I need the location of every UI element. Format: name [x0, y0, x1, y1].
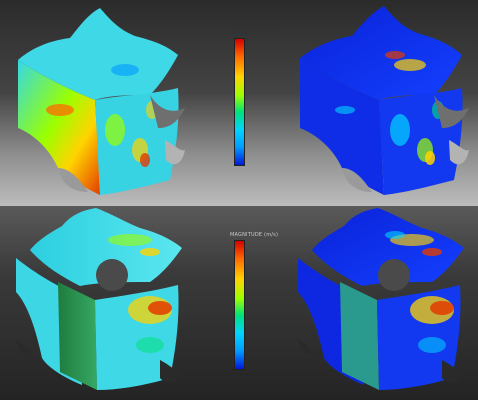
cube-top-left [18, 8, 185, 195]
cube-bottom-left-top-face [30, 208, 182, 286]
cube-top-left-left-face [18, 60, 100, 195]
tunnel-opening [96, 259, 128, 291]
flow-patch [140, 153, 150, 167]
flow-patch [148, 301, 172, 315]
notch [298, 340, 314, 356]
flow-patch [335, 106, 355, 114]
cube-bottom-right-green-face [340, 282, 379, 390]
flow-patch [425, 151, 435, 165]
cube-bottom-left-green-face [58, 282, 97, 390]
notch [434, 95, 469, 128]
notch [449, 140, 469, 165]
flow-patch [385, 51, 405, 59]
notch [165, 140, 185, 165]
cube-bottom-right-top-face [312, 208, 464, 286]
flow-patch [111, 64, 139, 76]
colorbar-bottom [234, 240, 245, 370]
cube-top-left-top-face [18, 8, 178, 100]
notch [442, 360, 462, 383]
flow-patch [385, 231, 405, 239]
flow-patch [430, 301, 454, 315]
flow-patch [136, 337, 164, 353]
flow-patch [418, 337, 446, 353]
notch [342, 168, 372, 192]
colorbar-bottom-title: MAGNITUDE (m/s) [230, 232, 279, 238]
tunnel-opening [378, 259, 410, 291]
notch [150, 95, 185, 128]
cube-top-right-top-face [300, 6, 462, 100]
flow-patch [390, 114, 410, 146]
cube-bottom-left [16, 208, 182, 390]
flow-patch [394, 59, 426, 71]
flow-patch [140, 248, 160, 256]
cube-top-right [300, 6, 469, 195]
flow-patch [108, 234, 152, 246]
notch [160, 360, 180, 383]
flow-patch [422, 248, 442, 256]
cube-bottom-right [298, 208, 464, 390]
flow-patch [46, 104, 74, 116]
flow-patch [105, 114, 125, 146]
notch [58, 168, 88, 192]
notch [16, 340, 32, 356]
colorbar-top [234, 38, 245, 166]
cube-top-right-left-face [300, 58, 384, 195]
colorbar-top-title: MAGNITUDE (m/s) [230, 30, 279, 36]
